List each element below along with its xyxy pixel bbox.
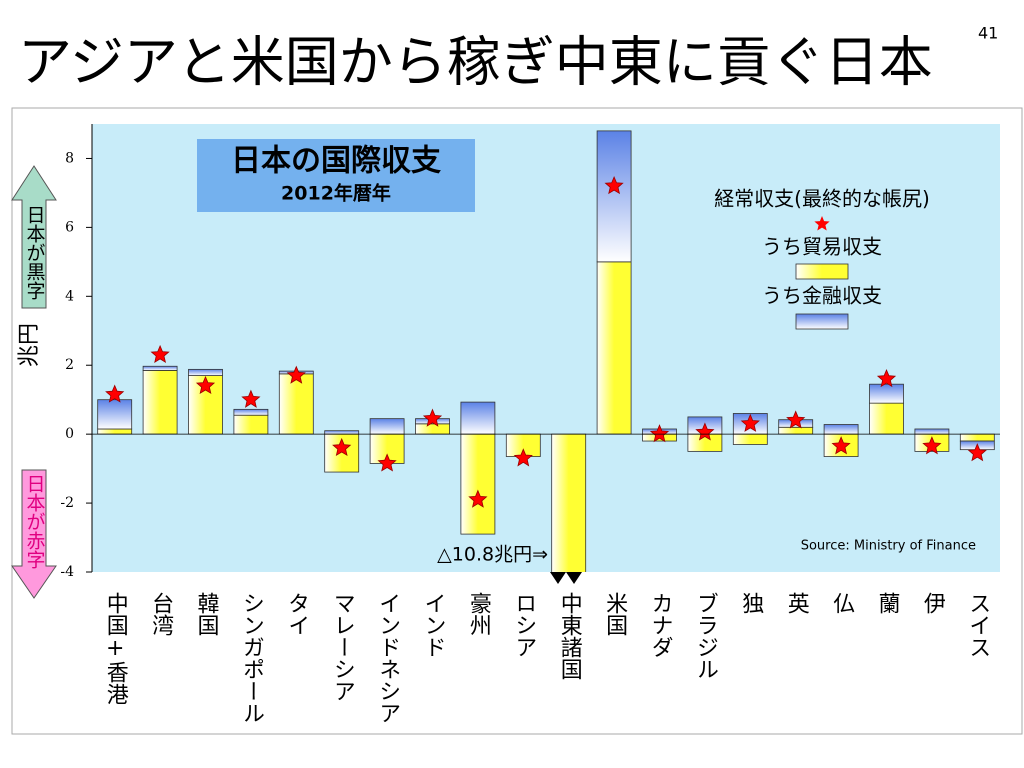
x-tick-label: シンガポール	[239, 592, 264, 724]
y-tick-label: 4	[65, 288, 74, 304]
legend-label: うち金融収支	[762, 284, 882, 308]
x-tick-label: 中国+香港	[103, 592, 129, 705]
current-account-star	[377, 453, 397, 472]
current-account-star	[876, 368, 897, 388]
legend-star	[814, 216, 830, 231]
financial-bar	[142, 365, 178, 371]
x-tick-label: 蘭	[875, 592, 900, 614]
current-account-star	[786, 410, 806, 429]
y-tick-label: 8	[65, 150, 74, 166]
annotation: △10.8兆円⇒	[437, 544, 548, 566]
surplus-label: 日本が黒字	[24, 205, 46, 300]
slide-title: アジアと米国から稼ぎ中東に貢ぐ日本	[18, 31, 933, 94]
trade-bar	[778, 426, 814, 435]
financial-bar	[188, 368, 223, 376]
trade-bar	[460, 433, 496, 535]
x-tick-label: スイス	[965, 592, 990, 658]
page-number: 41	[978, 24, 998, 43]
current-account-star	[967, 443, 987, 462]
current-account-star	[513, 448, 533, 467]
x-tick-label: 仏	[829, 592, 855, 614]
x-tick-label: 韓国	[194, 592, 220, 636]
y-tick-label: 2	[65, 357, 74, 373]
current-account-star	[422, 408, 443, 427]
x-tick-label: カナダ	[648, 592, 673, 658]
current-account-star	[150, 344, 170, 364]
current-account-star	[195, 375, 216, 395]
current-account-star	[831, 436, 851, 455]
x-tick-label: タイ	[284, 592, 309, 636]
trade-bar	[97, 428, 133, 435]
trade-bar	[233, 414, 269, 435]
trade-bar	[415, 423, 450, 435]
trade-bar	[959, 433, 995, 442]
financial-bar	[869, 383, 904, 404]
x-tick-label: 伊	[920, 592, 946, 614]
x-tick-label: 英	[784, 592, 810, 614]
y-axis-label: 兆円	[17, 323, 42, 367]
inset-box	[197, 139, 475, 212]
legend-swatch	[795, 263, 849, 280]
current-account-star	[604, 175, 624, 195]
x-tick-label: 独	[738, 592, 764, 614]
surplus-arrow	[11, 165, 57, 309]
y-tick-label: 0	[65, 426, 74, 442]
x-tick-label: ロシア	[511, 592, 536, 658]
x-tick-label: ブラジル	[693, 592, 718, 680]
trade-bar	[869, 402, 904, 435]
x-tick-label: 豪州	[466, 592, 492, 636]
current-account-star	[740, 413, 760, 432]
financial-bar	[914, 428, 950, 435]
legend-swatch	[795, 313, 849, 330]
current-account-star	[468, 489, 488, 508]
y-tick-label: -4	[60, 564, 74, 580]
current-account-star	[695, 422, 715, 441]
legend-label: うち貿易収支	[762, 235, 882, 259]
financial-bar	[324, 430, 360, 435]
inset-title: 日本の国際収支	[231, 144, 441, 179]
inset-subtitle: 2012年暦年	[281, 182, 391, 205]
current-account-star	[922, 436, 942, 455]
trade-bar	[732, 433, 768, 445]
x-tick-label: 中東諸国	[557, 592, 583, 680]
current-account-star	[332, 437, 352, 457]
financial-bar	[97, 399, 133, 430]
current-account-star	[105, 384, 125, 403]
y-tick-label: 6	[65, 219, 74, 235]
x-tick-label: マレーシア	[330, 592, 355, 702]
financial-bar	[369, 418, 405, 435]
trade-bar	[551, 433, 587, 572]
legend-label: 経常収支(最終的な帳尻)	[714, 187, 930, 211]
financial-bar	[823, 424, 859, 435]
trade-bar	[142, 369, 178, 435]
x-tick-label: 台湾	[148, 592, 174, 636]
source: Source: Ministry of Finance	[801, 539, 976, 554]
y-tick-label: -2	[60, 495, 74, 511]
x-tick-label: 米国	[602, 592, 628, 636]
current-account-star	[286, 365, 306, 384]
financial-bar	[596, 130, 632, 263]
current-account-star	[241, 389, 261, 408]
financial-bar	[233, 408, 269, 416]
trade-bar	[596, 261, 632, 435]
deficit-arrow	[11, 469, 57, 599]
deficit-label: 日本が赤字	[24, 474, 46, 569]
x-tick-label: インドネシア	[375, 592, 400, 724]
trade-bar	[278, 373, 314, 435]
current-account-star	[649, 424, 670, 443]
offscale-arrowheads	[550, 572, 582, 584]
x-tick-label: インド	[421, 592, 446, 658]
financial-bar	[460, 401, 496, 435]
